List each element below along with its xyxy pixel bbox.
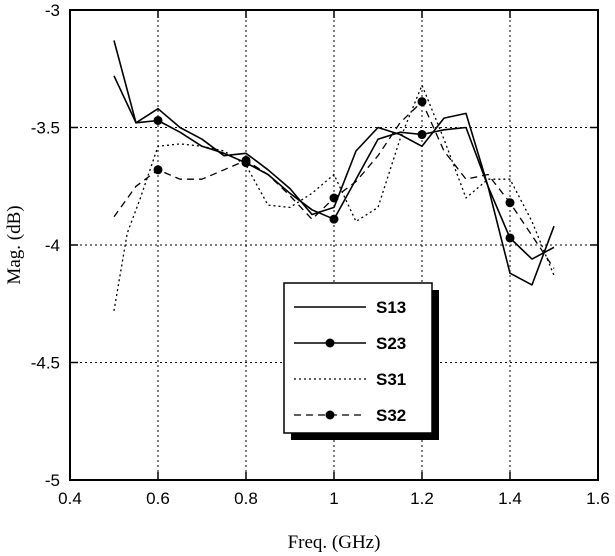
data-point — [417, 97, 427, 107]
legend-marker — [325, 338, 335, 348]
legend-label-s32: S32 — [376, 406, 406, 425]
y-tick-label: -3 — [45, 1, 60, 20]
y-tick-label: -3.5 — [31, 119, 60, 138]
legend-label-s31: S31 — [376, 370, 406, 389]
legend: S13 S23 S31 S32 — [283, 282, 439, 440]
series-line — [113, 84, 555, 311]
x-tick-label: 1.2 — [410, 489, 434, 508]
data-point — [329, 214, 339, 224]
data-point — [241, 155, 251, 165]
x-tick-label: 1.4 — [498, 489, 522, 508]
data-point — [505, 233, 515, 243]
legend-label-s13: S13 — [376, 298, 406, 317]
data-point — [153, 165, 163, 175]
x-tick-label: 0.4 — [58, 489, 82, 508]
series-line — [113, 40, 555, 286]
data-point — [329, 193, 339, 203]
x-tick-label: 0.8 — [234, 489, 258, 508]
series-s23 — [113, 75, 555, 260]
ticks — [69, 9, 599, 481]
series-s13 — [113, 40, 555, 286]
legend-label-s23: S23 — [376, 334, 406, 353]
y-tick-label: -4.5 — [31, 354, 60, 373]
y-tick-label: -5 — [45, 471, 60, 490]
legend-marker — [325, 410, 335, 420]
data-point — [417, 130, 427, 140]
series-s32 — [113, 97, 555, 269]
data-point — [505, 198, 515, 208]
series-s31 — [113, 84, 555, 311]
x-tick-label: 1.6 — [586, 489, 610, 508]
x-axis-title: Freq. (GHz) — [288, 532, 381, 553]
data-point — [153, 115, 163, 125]
x-tick-label: 1 — [329, 489, 338, 508]
y-axis-title: Mag. (dB) — [4, 205, 25, 284]
legend-box — [283, 282, 433, 434]
y-tick-label: -4 — [45, 236, 60, 255]
tick-labels: 0.4 0.6 0.8 1 1.2 1.4 1.6 -5 -4.5 -4 -3.5 -3 — [31, 1, 610, 508]
series-layer — [113, 40, 555, 311]
x-tick-label: 0.6 — [146, 489, 170, 508]
